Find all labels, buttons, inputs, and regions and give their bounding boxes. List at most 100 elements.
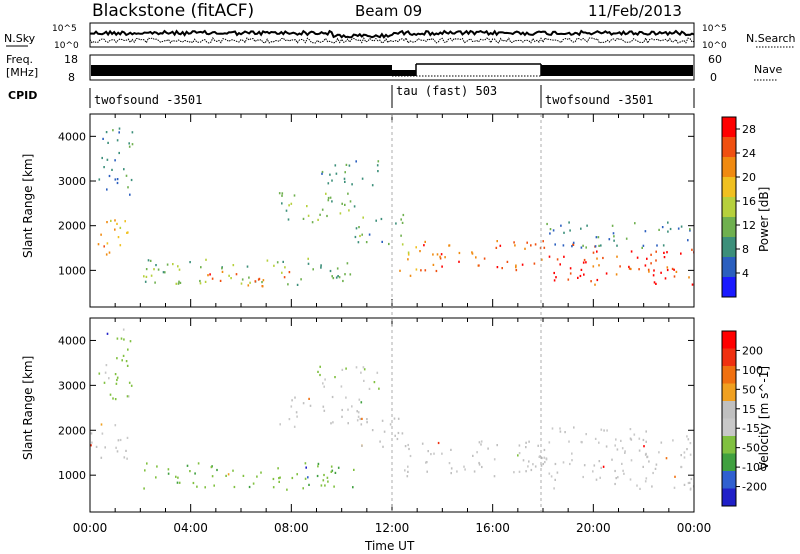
power-cell [348,164,351,167]
velocity-cell [545,458,548,461]
power-cell [563,255,565,258]
power-cell [144,280,147,283]
velocity-cell [433,452,435,455]
velocity-cell [216,468,218,472]
velocity-cell [347,408,349,411]
velocity-cell [357,415,360,418]
date-title: 11/Feb/2013 [588,2,682,20]
freq-label-line2: [MHz] [6,66,38,79]
power-cell [375,219,377,222]
power-cell [320,266,322,269]
velocity-cell [330,465,333,468]
power-cell [563,231,565,234]
velocity-cell [356,419,359,422]
velocity-cell [308,483,310,486]
velocity-cell [196,485,198,488]
velocity-cell [480,440,483,443]
power-cell [321,208,324,211]
colorbar-tick-label: 8 [742,243,749,256]
power-cell [439,255,441,258]
power-cell [592,265,595,268]
power-cell [351,183,353,186]
nsearch-label: N.Search [746,32,796,45]
power-cell [200,266,202,269]
power-cell [602,256,604,260]
colorbar-swatch [722,217,736,237]
power-cell [440,253,443,256]
nsky-tick-high: 10^5 [52,24,77,34]
velocity-cell [175,475,177,478]
power-cell [116,181,119,185]
power-cell [365,241,368,244]
velocity-cell [689,487,692,490]
velocity-cell [324,484,326,487]
power-cell [598,244,600,247]
power-cell [458,260,460,263]
velocity-cell [341,368,344,371]
nave-tick-high: 60 [708,53,722,66]
velocity-cell [210,466,213,469]
power-cell [254,280,257,283]
power-cell [424,269,427,272]
power-cell [628,265,630,268]
power-cell [126,231,128,234]
xtick-label: 00:00 [677,521,712,535]
xaxis-title: Time UT [364,539,415,553]
power-cell [534,243,537,246]
power-cell [533,262,536,265]
power-cell [329,173,331,176]
power-cell [664,277,667,280]
velocity-cell [389,423,392,426]
velocity-cell [358,398,361,401]
velocity-cell [256,475,258,478]
velocity-cell [286,488,288,491]
nave-tick-low: 0 [710,71,717,84]
velocity-cell [636,484,638,487]
velocity-cell [660,441,663,444]
velocity-cell [629,478,632,481]
velocity-cell [404,469,406,472]
colorbar-swatch [722,453,736,471]
power-cell [177,282,180,285]
power-cell [288,204,290,207]
power-cell [448,244,450,247]
velocity-cell [437,441,440,445]
cpid-segment-1: twofsound -3501 [94,93,202,107]
velocity-cell [322,382,324,385]
velocity-cell [525,470,527,473]
power-cell [415,246,417,249]
power-cell [597,236,600,239]
power-cell [273,264,275,267]
power-cell [586,224,588,227]
power-cell [432,263,435,266]
velocity-cell [116,378,118,382]
power-cell [112,129,114,132]
velocity-cell [430,453,432,456]
power-cell [281,194,283,197]
power-cell [458,251,461,255]
power-cell [666,251,668,254]
velocity-cell [302,402,305,405]
power-cell [680,225,683,228]
power-cell [592,251,595,254]
velocity-cell [360,423,363,426]
colorbar-swatch [722,117,736,137]
power-cell [423,244,425,247]
velocity-cell [648,460,650,463]
velocity-cell [450,467,453,470]
power-cell [302,217,305,220]
velocity-cell [595,478,598,481]
velocity-cell [227,473,230,476]
velocity-cell [688,481,691,484]
power-cell [261,285,264,288]
velocity-cell [252,482,255,485]
power-cell [338,276,341,279]
velocity-cell [614,482,616,486]
colorbar-swatch [722,471,736,489]
power-cell [241,278,244,281]
power-cell [644,264,647,267]
velocity-cell [573,426,575,429]
power-cell [582,261,585,264]
power-cell [579,274,582,278]
velocity-cell [622,469,624,472]
